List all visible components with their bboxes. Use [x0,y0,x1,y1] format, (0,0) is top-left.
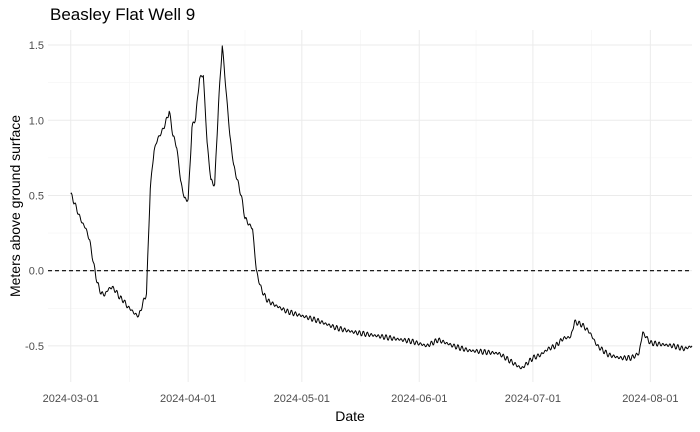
x-tick-label: 2024-05-01 [274,393,330,405]
x-tick-label: 2024-08-01 [622,393,678,405]
series-line [70,45,693,370]
x-tick-label: 2024-04-01 [160,393,216,405]
x-tick-label: 2024-03-01 [43,393,99,405]
y-axis-label: Meters above ground surface [7,114,23,298]
x-tick-labels: 2024-03-01 2024-04-01 2024-05-01 2024-06-01… [43,393,679,405]
y-tick-labels: -0.5 0.0 0.5 1.0 1.5 [25,40,44,353]
chart-title: Beasley Flat Well 9 [50,5,196,24]
y-tick-label: 1.0 [29,115,44,127]
y-tick-label: 0.0 [29,266,44,278]
grid-major [48,30,692,382]
y-tick-label: -0.5 [25,341,44,353]
y-tick-label: 1.5 [29,40,44,52]
x-tick-label: 2024-06-01 [391,393,447,405]
x-axis-label: Date [335,408,365,424]
y-tick-label: 0.5 [29,190,44,202]
series-layer [70,45,693,370]
x-tick-label: 2024-07-01 [505,393,561,405]
grid-minor [48,30,692,382]
